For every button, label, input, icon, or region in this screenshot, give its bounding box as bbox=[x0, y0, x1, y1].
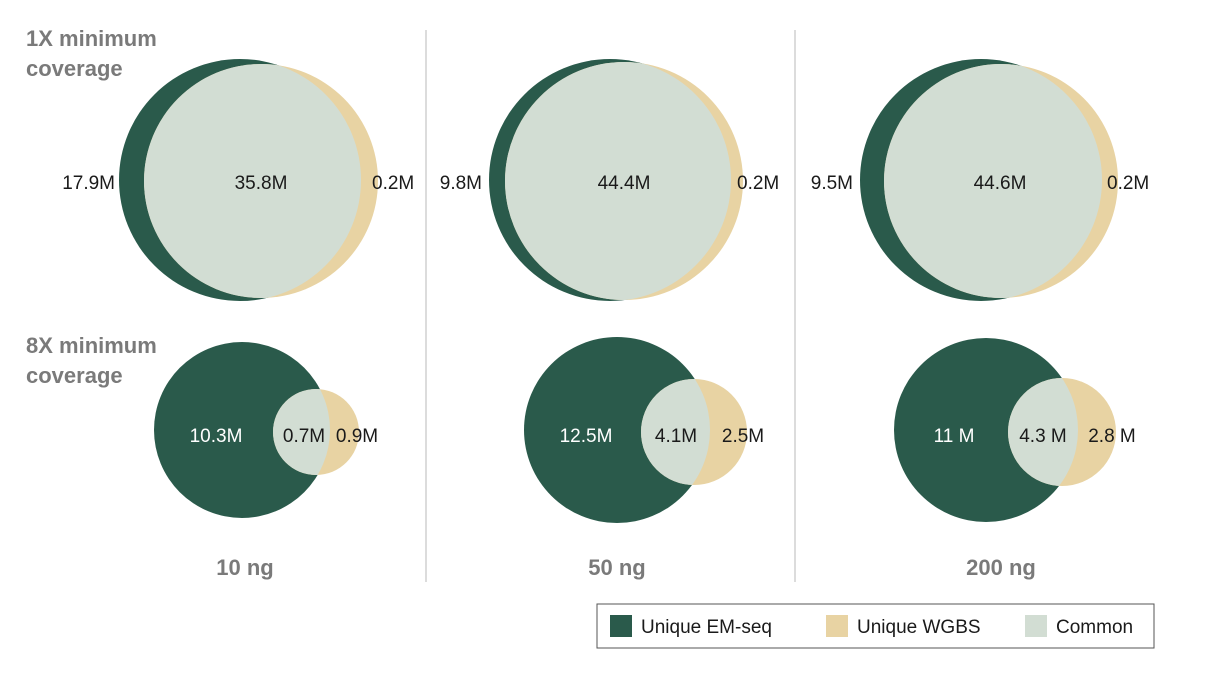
row-label-8x: 8X minimum coverage bbox=[26, 333, 163, 388]
common-value: 44.6M bbox=[974, 173, 1027, 194]
venn-common-region bbox=[884, 64, 1102, 298]
common-value: 0.7M bbox=[283, 426, 325, 447]
venn-8x-10ng: 10.3M 0.7M 0.9M bbox=[154, 342, 378, 518]
row-label-1x: 1X minimum coverage bbox=[26, 26, 163, 81]
wgbs-only-value: 0.2M bbox=[737, 173, 779, 194]
legend-swatch-common bbox=[1025, 615, 1047, 637]
em-seq-only-value: 11 M bbox=[934, 426, 975, 447]
em-seq-only-value: 9.8M bbox=[440, 173, 482, 194]
column-label-50ng: 50 ng bbox=[588, 555, 645, 580]
em-seq-only-value: 10.3M bbox=[190, 426, 243, 447]
row-label-8x-line2: coverage bbox=[26, 363, 123, 388]
legend-label-em-seq: Unique EM-seq bbox=[641, 617, 772, 638]
column-label-10ng: 10 ng bbox=[216, 555, 273, 580]
common-value: 4.3 M bbox=[1019, 426, 1067, 447]
legend-label-wgbs: Unique WGBS bbox=[857, 617, 981, 638]
common-value: 44.4M bbox=[598, 173, 651, 194]
wgbs-only-value: 0.9M bbox=[336, 426, 378, 447]
row-label-8x-line1: 8X minimum bbox=[26, 333, 157, 358]
legend-label-common: Common bbox=[1056, 617, 1133, 638]
column-label-200ng: 200 ng bbox=[966, 555, 1036, 580]
venn-em-seq-circle bbox=[524, 337, 710, 523]
row-label-1x-line1: 1X minimum bbox=[26, 26, 157, 51]
venn-1x-50ng: 9.8M 44.4M 0.2M bbox=[440, 59, 779, 301]
common-value: 35.8M bbox=[235, 173, 288, 194]
em-seq-only-value: 17.9M bbox=[62, 173, 115, 194]
wgbs-only-value: 2.8 M bbox=[1088, 426, 1136, 447]
common-value: 4.1M bbox=[655, 426, 697, 447]
venn-common-region bbox=[505, 62, 731, 300]
legend-swatch-wgbs bbox=[826, 615, 848, 637]
em-seq-only-value: 12.5M bbox=[560, 426, 613, 447]
venn-8x-50ng: 12.5M 4.1M 2.5M bbox=[524, 337, 764, 523]
wgbs-only-value: 0.2M bbox=[372, 173, 414, 194]
em-seq-only-value: 9.5M bbox=[811, 173, 853, 194]
legend-swatch-em-seq bbox=[610, 615, 632, 637]
wgbs-only-value: 2.5M bbox=[722, 426, 764, 447]
legend: Unique EM-seq Unique WGBS Common bbox=[596, 603, 1155, 649]
venn-common-region bbox=[144, 64, 361, 298]
venn-1x-200ng: 9.5M 44.6M 0.2M bbox=[811, 59, 1149, 301]
venn-1x-10ng: 17.9M 35.8M 0.2M bbox=[62, 59, 414, 301]
row-label-1x-line2: coverage bbox=[26, 56, 123, 81]
wgbs-only-value: 0.2M bbox=[1107, 173, 1149, 194]
venn-em-seq-circle bbox=[154, 342, 330, 518]
legend-frame bbox=[596, 603, 1155, 649]
venn-8x-200ng: 11 M 4.3 M 2.8 M bbox=[894, 338, 1136, 522]
